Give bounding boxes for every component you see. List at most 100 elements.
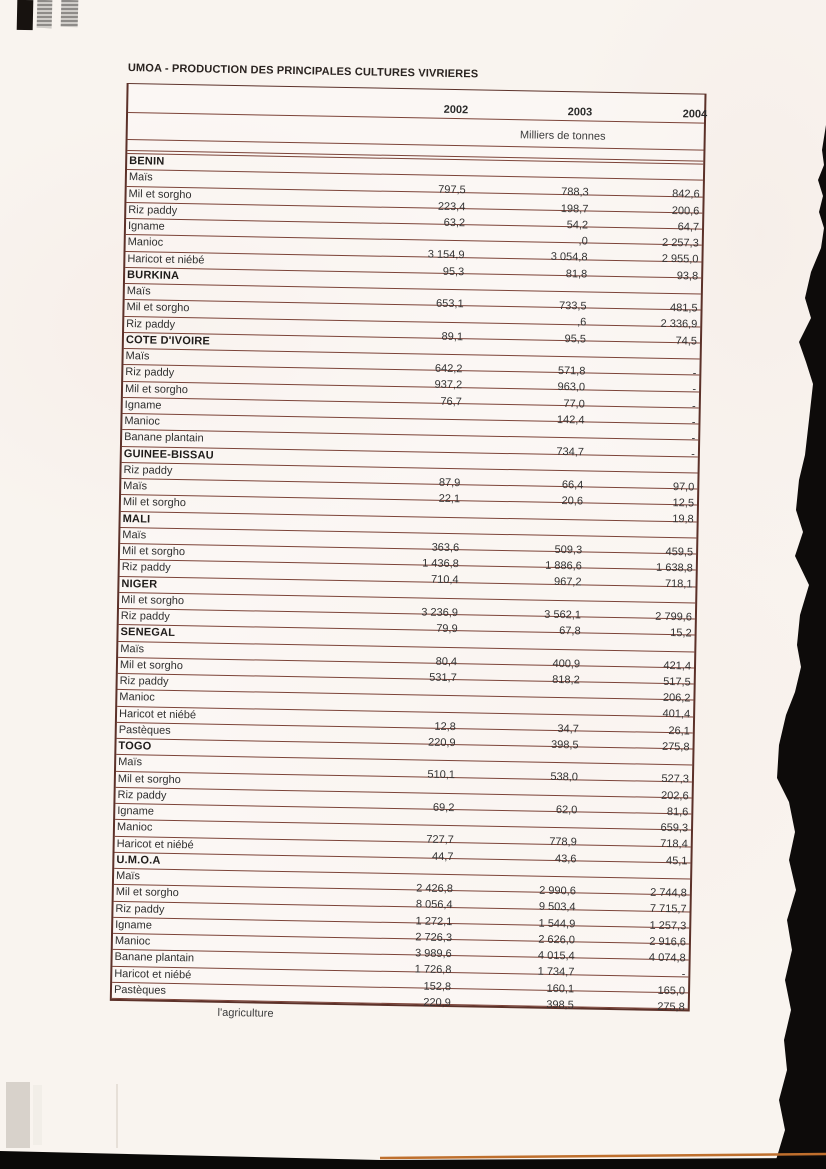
crop-label: Maïs: [120, 642, 145, 655]
crop-label: Riz paddy: [119, 674, 169, 688]
value-2003: 733,5: [558, 299, 587, 313]
value-2002: 44,7: [431, 850, 454, 863]
binding-mark-striped-2: [60, 0, 79, 28]
value-2002: 3 989,6: [414, 947, 452, 961]
section-label: U.M.O.A: [116, 853, 161, 867]
crop-label: Riz paddy: [128, 203, 178, 217]
value-2003: 198,7: [560, 202, 589, 215]
value-2004: 659,3: [660, 821, 689, 835]
value-2002: 89,1: [441, 330, 464, 343]
page-title: UMOA - PRODUCTION DES PRINCIPALES CULTUR…: [127, 62, 479, 81]
binding-mark-black: [16, 0, 34, 31]
crop-label: Mil et sorgho: [115, 886, 179, 900]
value-2002: 531,7: [429, 671, 457, 684]
value-2004: 481,5: [669, 301, 698, 315]
value-2003: 509,3: [554, 543, 583, 557]
value-2002: 710,4: [430, 573, 459, 587]
value-2004: 12,5: [672, 497, 695, 510]
value-2004: 19,8: [672, 513, 694, 526]
crop-label: Pastèques: [113, 983, 167, 997]
value-2003: 963,0: [557, 381, 586, 394]
crop-label: Riz paddy: [120, 609, 170, 623]
value-2003: 778,9: [549, 836, 577, 849]
crop-label: Riz paddy: [117, 788, 167, 802]
value-2003: ,0: [578, 235, 588, 248]
value-2002: 63,2: [443, 216, 466, 229]
value-2003: 77,0: [563, 397, 585, 410]
value-2004: 81,6: [666, 805, 689, 819]
value-2003: 1 544,9: [538, 917, 576, 930]
value-2004: 97,0: [672, 480, 695, 494]
crop-label: Igname: [115, 918, 152, 932]
value-2003: 160,1: [546, 982, 575, 995]
value-2002: 152,8: [423, 980, 452, 993]
value-2002: 22,1: [438, 492, 461, 506]
crop-label: Igname: [127, 220, 165, 233]
value-2004: 64,7: [677, 220, 700, 234]
value-2004: -: [691, 432, 696, 445]
value-2002: 3 236,9: [421, 606, 459, 619]
value-2003: 1 734,7: [537, 965, 575, 979]
crop-label: Manioc: [127, 236, 164, 249]
value-2004: 1 257,3: [649, 919, 687, 932]
value-2004: 527,3: [661, 773, 690, 786]
value-2003: 818,2: [552, 673, 580, 687]
scan-artifact-stripe: [33, 1085, 42, 1145]
value-2002: 1 726,8: [414, 963, 452, 977]
table-body: BENIN Maïs 797,5 788,3 842,6 Mil et sorgho 223…: [111, 154, 704, 1013]
section-label: GUINEE-BISSAU: [123, 447, 214, 462]
value-2002: 69,2: [432, 801, 455, 814]
value-2003: 95,5: [564, 332, 587, 345]
value-2003: 2 990,6: [539, 884, 576, 898]
crop-label: Manioc: [119, 691, 155, 704]
crop-label: Haricot et niébé: [114, 967, 192, 981]
crop-label: Riz paddy: [126, 317, 176, 331]
value-2003: 4 015,4: [537, 949, 575, 963]
crop-label: Mil et sorgho: [128, 187, 192, 201]
value-2004: 2 744,8: [650, 886, 687, 900]
value-2003: 66,4: [561, 478, 584, 492]
value-2004: 202,6: [661, 789, 689, 802]
value-2004: -: [691, 416, 696, 429]
value-2003: 3 562,1: [544, 608, 582, 622]
crop-label: Banane plantain: [124, 431, 204, 445]
crop-label: Mil et sorgho: [126, 301, 190, 315]
crop-label: Banane plantain: [114, 951, 195, 965]
crop-label: Manioc: [124, 415, 160, 428]
value-2003: 9 503,4: [538, 900, 576, 914]
value-2004: 2 916,6: [649, 935, 687, 949]
production-table: 2002 2003 2004 Milliers de tonnes BENIN M…: [109, 82, 707, 1013]
unit-label: Milliers de tonnes: [519, 129, 606, 143]
section-label: TOGO: [118, 739, 152, 753]
value-2004: 1 638,8: [656, 561, 693, 575]
value-2002: 80,4: [435, 655, 458, 668]
section-label: COTE D'IVOIRE: [125, 333, 211, 348]
crop-label: Igname: [124, 398, 162, 412]
value-2004: 421,4: [663, 659, 692, 672]
value-2003: 2 626,0: [538, 933, 576, 947]
value-2003: 734,7: [556, 446, 585, 459]
value-2004: 2 336,9: [660, 318, 698, 331]
value-2004: -: [691, 448, 696, 461]
value-2002: 223,4: [437, 200, 466, 213]
value-2004: -: [681, 968, 686, 981]
crop-label: Mil et sorgho: [124, 382, 189, 396]
value-2003: ,6: [577, 316, 587, 329]
section-label: NIGER: [121, 577, 158, 591]
value-2004: 2 257,3: [661, 236, 699, 250]
year-header-2002: 2002: [443, 103, 469, 117]
value-2004: 275,8: [661, 740, 690, 754]
scan-artifact-line: [116, 1084, 118, 1148]
value-2002: 642,2: [434, 362, 463, 376]
value-2004: 718,4: [660, 838, 688, 851]
crop-label: Haricot et niébé: [116, 837, 194, 851]
section-label: SENEGAL: [120, 626, 176, 640]
value-2003: 967,2: [553, 576, 582, 589]
crop-label: Mil et sorgho: [117, 772, 181, 786]
crop-label: Maïs: [122, 528, 147, 542]
value-2003: 43,6: [554, 852, 577, 865]
value-2002: 2 426,8: [416, 882, 454, 896]
bottom-accent-line: [379, 1152, 826, 1160]
value-2003: 54,2: [566, 218, 589, 232]
